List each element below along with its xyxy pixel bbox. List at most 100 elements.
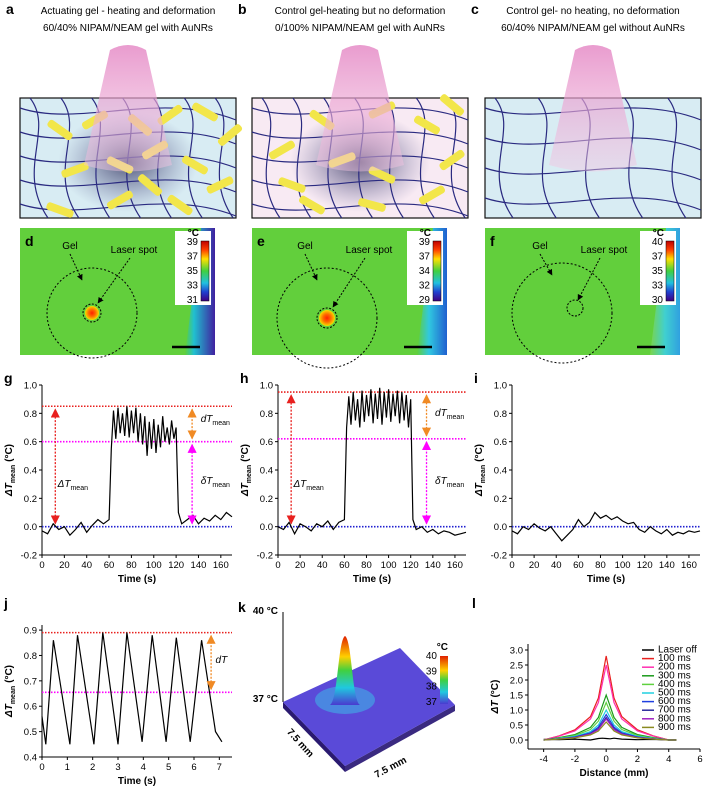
laser-spot — [319, 310, 335, 326]
aunr-rod — [358, 198, 386, 212]
surface-peak — [330, 636, 360, 705]
colorbar-tick-label: 39 — [187, 237, 199, 248]
colorbar-tick-label: 39 — [419, 237, 431, 248]
x-tick-label: 0 — [275, 560, 280, 571]
y-axis-label: ΔTmean (°C) — [474, 444, 487, 497]
aunr-rod — [439, 94, 465, 116]
y-tick-label: 0.8 — [24, 651, 37, 662]
aunr-rod — [181, 155, 209, 175]
colorbar-tick-label: 37 — [652, 252, 664, 263]
colorbar-tick-label: 40 — [652, 237, 664, 248]
y-tick-label: 3.0 — [510, 646, 523, 657]
y-tick-label: 0.8 — [494, 409, 507, 420]
colorbar-tick-label: 40 — [426, 651, 438, 662]
network-strand — [251, 203, 469, 217]
y-tick-label: -0.2 — [21, 551, 37, 562]
x-tick-label: 100 — [381, 560, 397, 571]
spot-outline — [316, 307, 338, 329]
network-strand — [251, 179, 469, 193]
colorbar-tick-label: 33 — [187, 281, 199, 292]
aunr-rod — [46, 202, 74, 218]
x-tick-label: -4 — [539, 754, 547, 765]
z-bottom-label: 37 °C — [253, 694, 278, 705]
aunr-rod — [191, 102, 219, 122]
aunr-rod — [298, 195, 326, 215]
colorbar-tick-label: 39 — [426, 666, 438, 677]
schematic-title: Control gel-heating but no deformation — [275, 6, 446, 17]
x-tick-label: 140 — [191, 560, 207, 571]
y-tick-label: 0.8 — [24, 409, 37, 420]
panel-label: a — [6, 1, 14, 17]
aunr-rod — [47, 119, 73, 141]
network-strand — [29, 97, 49, 219]
network-strand — [19, 179, 237, 193]
legend-label: 700 ms — [658, 705, 691, 716]
legend-label: 900 ms — [658, 722, 691, 733]
laser-cone — [549, 45, 637, 172]
spot-arrow — [97, 257, 131, 304]
x-tick-label: 100 — [146, 560, 162, 571]
legend-label: 300 ms — [658, 670, 691, 681]
z-top-label: 40 °C — [253, 606, 278, 617]
x-tick-label: 20 — [295, 560, 306, 571]
y-axis-label: ΔTmean (°C) — [4, 665, 17, 718]
x-tick-label: 3 — [115, 762, 120, 773]
x-tick-label: 40 — [317, 560, 328, 571]
annotation: ΔTmean — [57, 479, 88, 492]
x-tick-label: 80 — [361, 560, 372, 571]
aunr-rod — [418, 185, 446, 205]
x-tick-label: 120 — [168, 560, 184, 571]
colorbar — [440, 656, 448, 704]
y-tick-label: 2.5 — [510, 661, 523, 672]
annotation-sub: mean — [306, 485, 324, 492]
x-tick-label: 0 — [39, 762, 44, 773]
x-tick-label: 140 — [659, 560, 675, 571]
surface-side — [283, 702, 345, 772]
colorbar-tick-label: 33 — [652, 281, 664, 292]
legend-label: 500 ms — [658, 688, 691, 699]
colorbar-tick-label: 37 — [426, 697, 438, 708]
laser-cone — [84, 45, 172, 172]
x-tick-label: 4 — [666, 754, 671, 765]
x-size-label: 7.5 mm — [373, 755, 409, 781]
panel-label: j — [3, 595, 8, 611]
x-tick-label: 140 — [425, 560, 441, 571]
spot-arrow — [577, 257, 601, 301]
series-line — [543, 655, 677, 741]
y-tick-label: 1.5 — [510, 691, 523, 702]
panel-label: d — [25, 233, 34, 249]
x-tick-label: 6 — [697, 754, 702, 765]
y-axis-label-sub: mean — [10, 686, 17, 704]
colorbar-tick-label: 34 — [419, 266, 431, 277]
y-tick-label: 0.4 — [260, 466, 273, 477]
aunr-rod — [368, 166, 396, 184]
data-line — [277, 387, 467, 536]
x-tick-label: 6 — [191, 762, 196, 773]
annotation-main: dT — [216, 655, 229, 666]
x-tick-label: 5 — [166, 762, 171, 773]
annotation-sub: mean — [447, 482, 465, 489]
schematic-title: Control gel- no heating, no deformation — [506, 6, 679, 17]
series-line — [543, 721, 677, 741]
colorbar-tick-label: 30 — [652, 295, 664, 306]
colorbar-tick-label: 32 — [419, 281, 431, 292]
panel-label: l — [472, 595, 476, 611]
colorbar-unit: °C — [188, 228, 199, 239]
series-line — [543, 693, 677, 741]
gel-label: Gel — [297, 241, 313, 252]
data-line — [41, 632, 223, 745]
x-tick-label: 160 — [213, 560, 229, 571]
annotation-sub: mean — [212, 482, 230, 489]
network-strand — [261, 97, 281, 219]
aunr-rod — [439, 149, 465, 171]
colorbar — [200, 240, 210, 302]
y-tick-label: 0.6 — [24, 437, 37, 448]
x-axis-label: Time (s) — [118, 574, 156, 585]
spot-label: Laser spot — [111, 245, 158, 256]
annotation: dTmean — [201, 414, 230, 427]
y-tick-label: 1.0 — [260, 381, 273, 392]
x-axis-label: Time (s) — [353, 574, 391, 585]
annotation-main: ΔT — [292, 479, 307, 490]
colorbar-tick-label: 37 — [419, 252, 431, 263]
